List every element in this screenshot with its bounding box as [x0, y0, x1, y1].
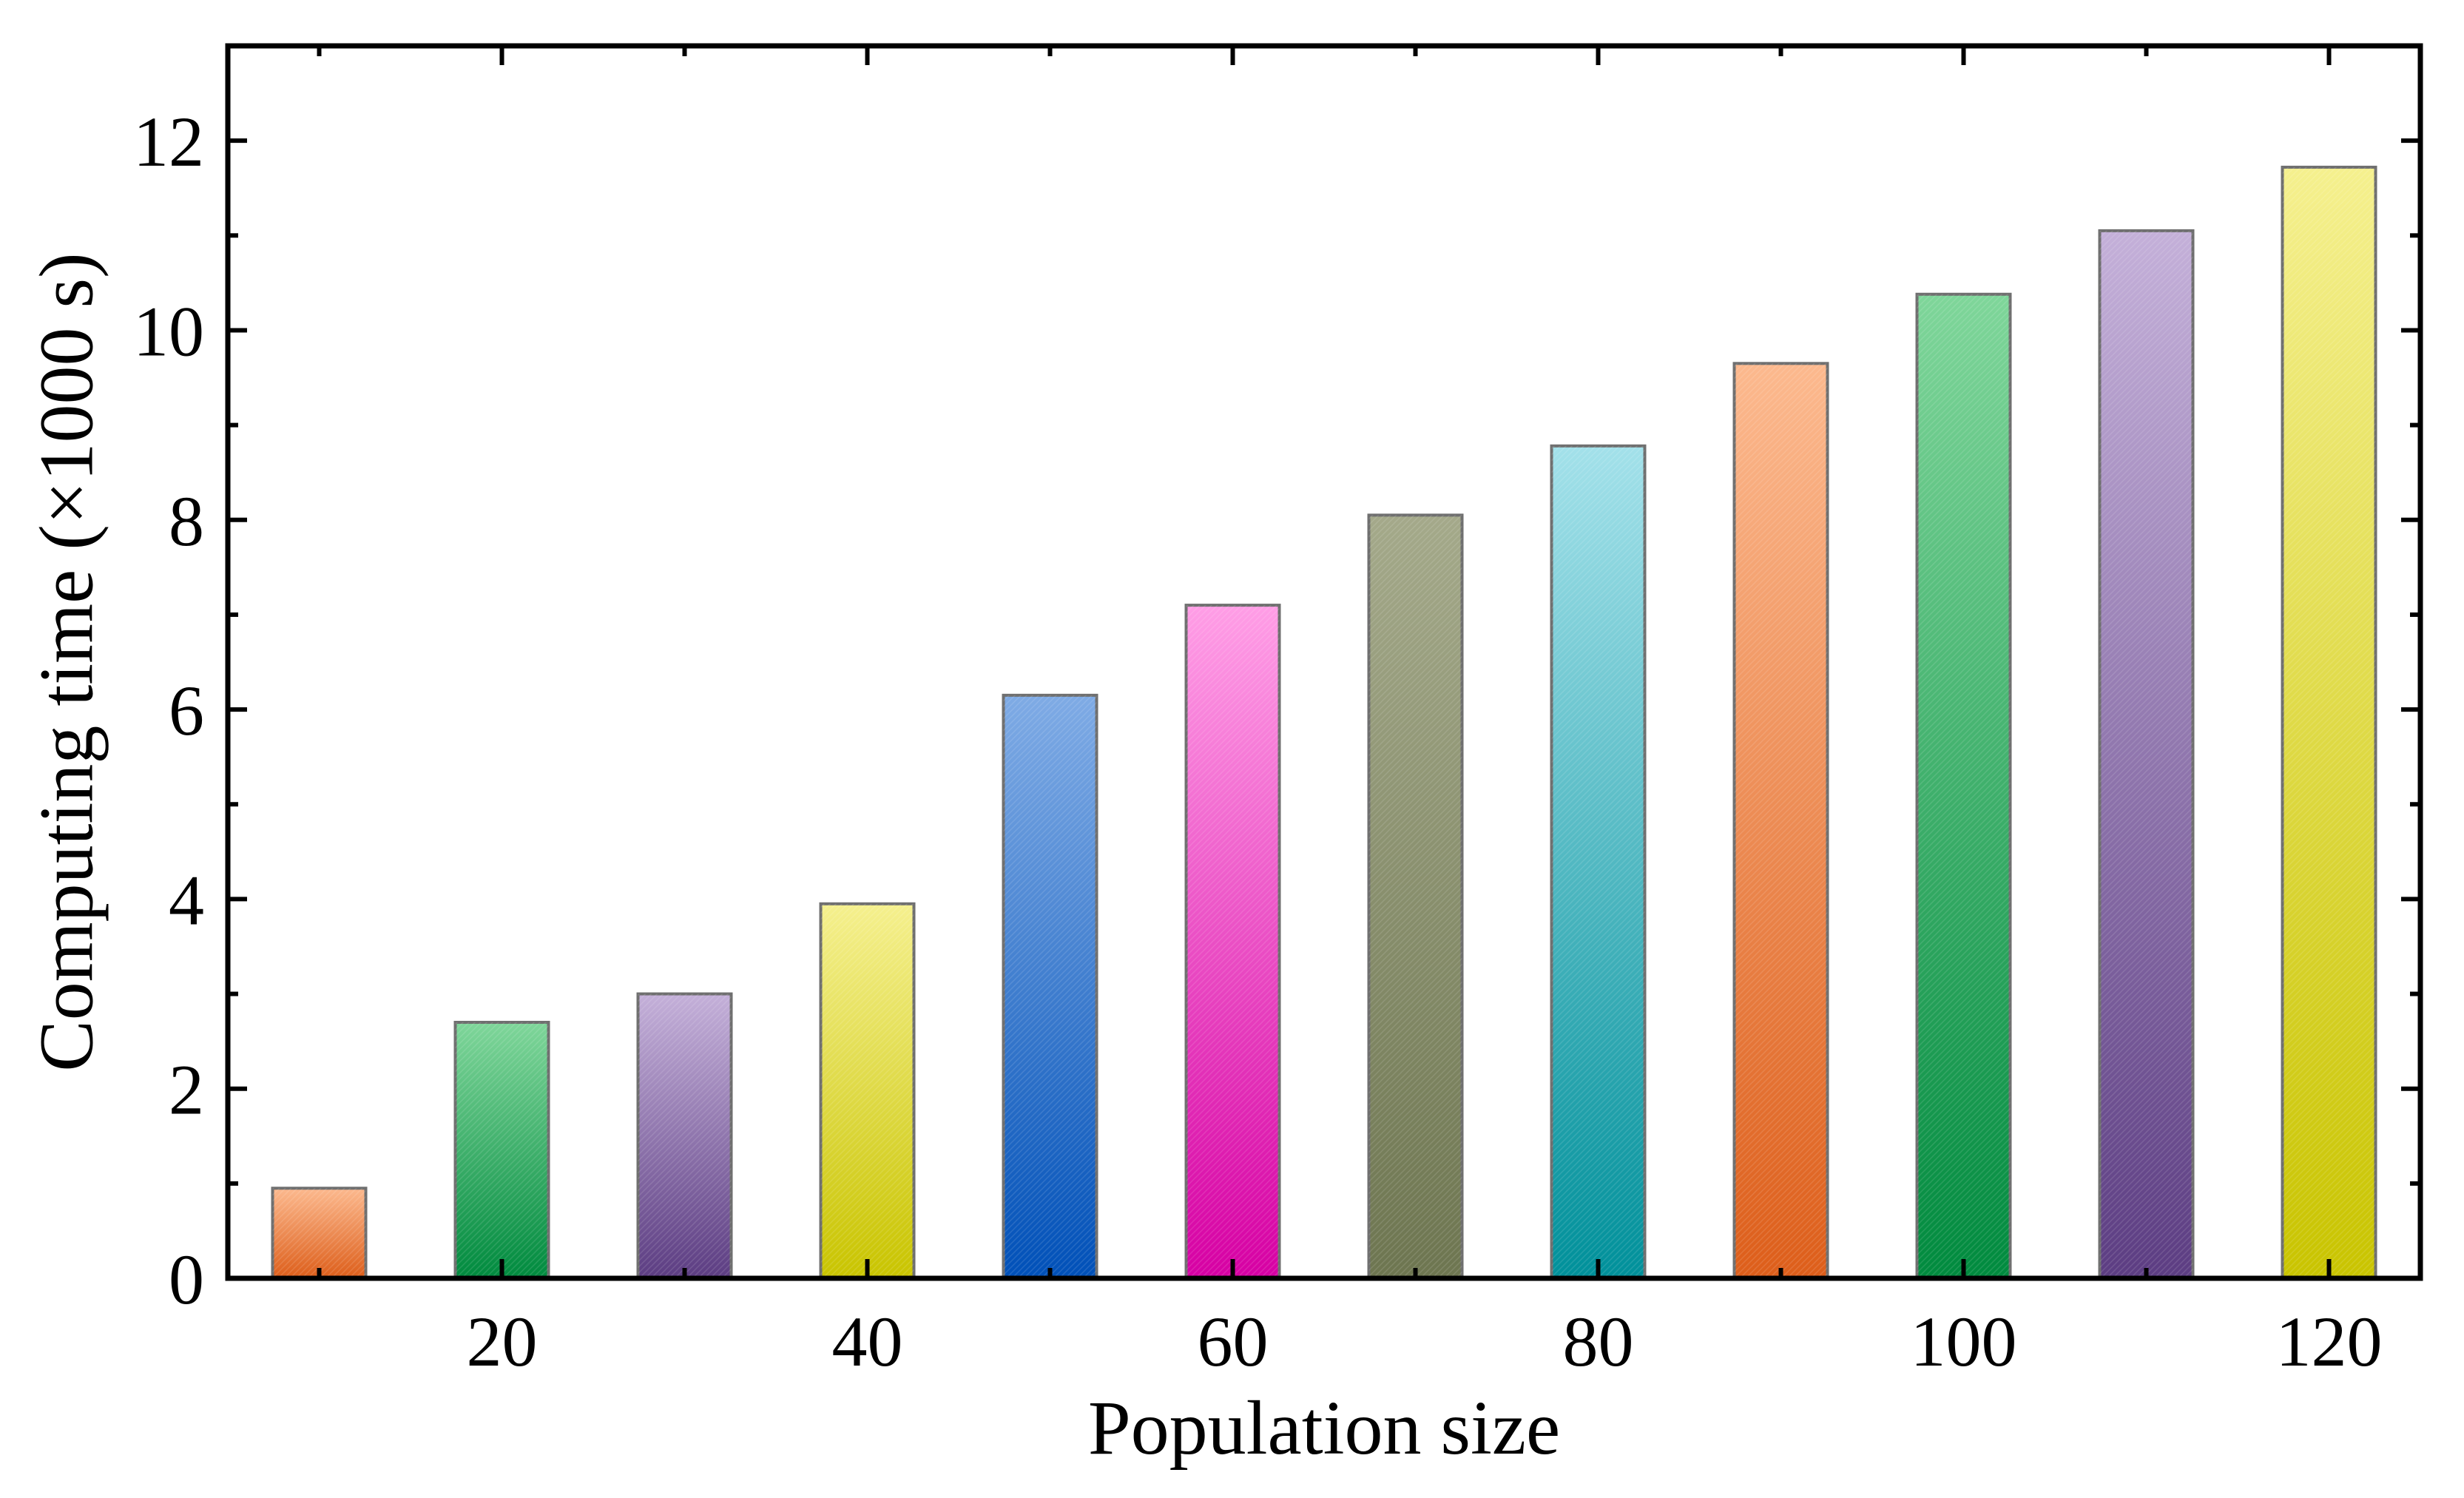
bar-texture-20 — [455, 1022, 549, 1278]
ticks-layer — [228, 46, 2420, 1281]
x-tick-label: 100 — [1911, 1302, 2017, 1381]
plot-frame — [225, 43, 2423, 1281]
y-tick-label: 0 — [169, 1240, 204, 1319]
bar-texture-110 — [2099, 230, 2193, 1278]
bar-texture-50 — [1003, 695, 1097, 1278]
bar-texture-10 — [272, 1188, 366, 1278]
x-tick-label: 120 — [2276, 1302, 2383, 1381]
y-tick-label: 6 — [169, 671, 204, 750]
x-tick-label: 60 — [1198, 1302, 1269, 1381]
bar-texture-90 — [1734, 363, 1828, 1278]
bar-texture-30 — [638, 993, 732, 1278]
y-tick-label: 8 — [169, 482, 204, 561]
tick-labels-layer: 0 2 4 6 8 10 12 20 40 60 80 100 120 — [133, 102, 2383, 1381]
bar-texture-40 — [820, 903, 914, 1278]
y-tick-label: 10 — [133, 291, 204, 371]
x-axis-title: Population size — [1088, 1386, 1560, 1471]
bar-texture-100 — [1917, 294, 2011, 1279]
y-tick-label: 4 — [169, 860, 204, 939]
bar-texture-120 — [2282, 167, 2376, 1279]
x-tick-label: 80 — [1563, 1302, 1634, 1381]
x-tick-label: 20 — [467, 1302, 538, 1381]
bars-layer — [271, 166, 2377, 1281]
y-tick-label: 2 — [169, 1050, 204, 1130]
bar-texture-80 — [1551, 445, 1645, 1278]
y-tick-label: 12 — [133, 102, 204, 181]
x-tick-label: 40 — [832, 1302, 903, 1381]
bar-texture-70 — [1368, 515, 1462, 1278]
bar-texture-60 — [1186, 605, 1280, 1278]
y-axis-title: Computing time (×1000 s) — [24, 252, 109, 1071]
